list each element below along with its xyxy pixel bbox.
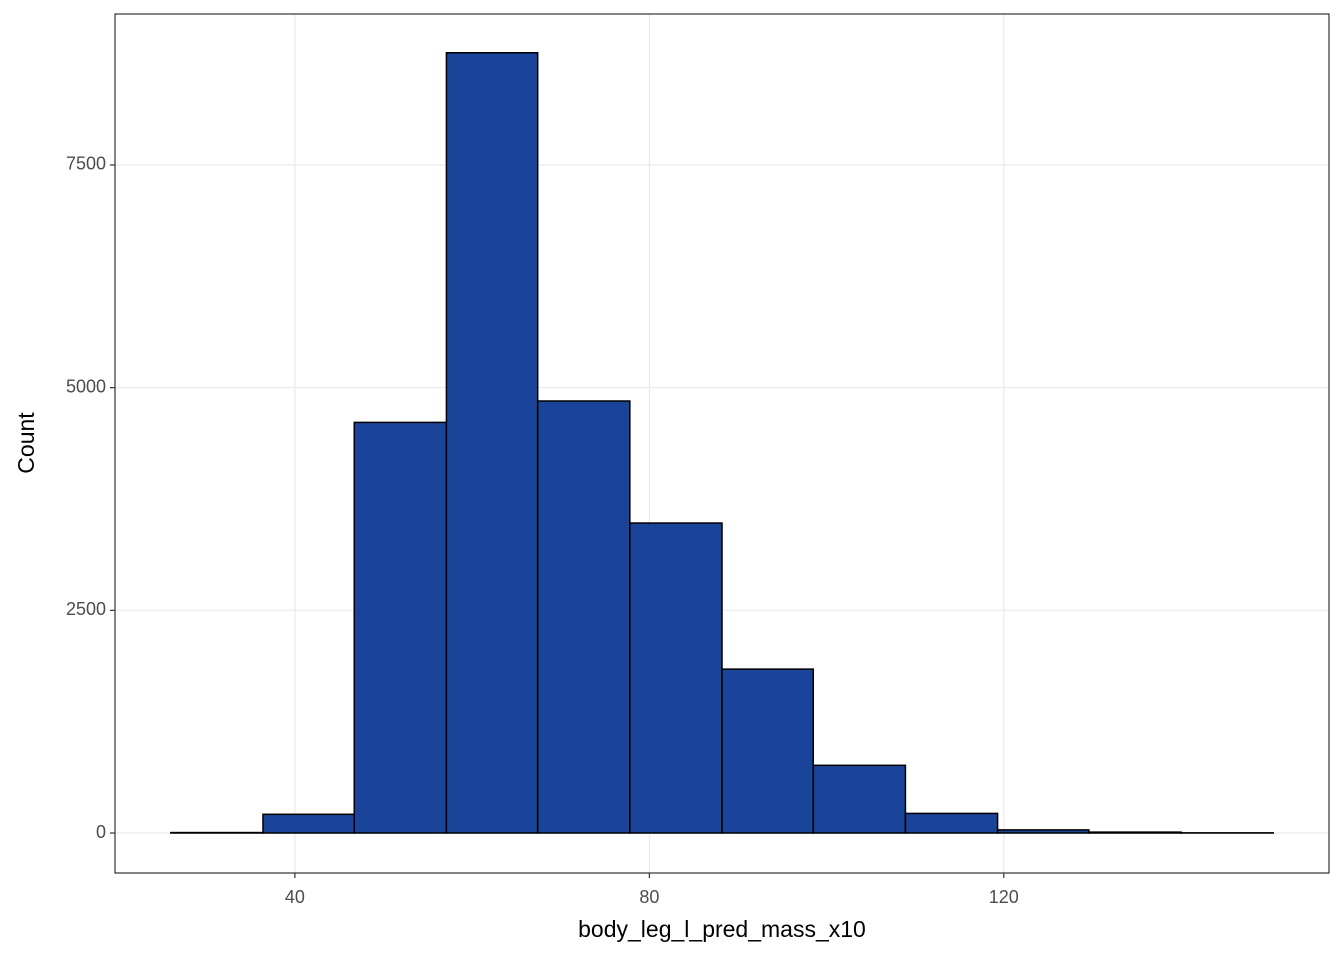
y-tick-label: 2500 bbox=[66, 599, 106, 619]
y-tick-label: 0 bbox=[96, 822, 106, 842]
x-axis-title: body_leg_l_pred_mass_x10 bbox=[578, 916, 866, 942]
plot-border bbox=[114, 13, 1330, 874]
bar bbox=[262, 813, 356, 834]
y-tick-label: 5000 bbox=[66, 376, 106, 396]
bar bbox=[353, 421, 448, 834]
bar bbox=[445, 51, 539, 834]
x-tick-label: 40 bbox=[285, 887, 305, 907]
y-tick-label: 7500 bbox=[66, 154, 106, 174]
bar bbox=[629, 522, 723, 834]
x-tick-label: 80 bbox=[639, 887, 659, 907]
bar bbox=[536, 400, 631, 834]
bar bbox=[996, 829, 1090, 834]
x-tick-label: 120 bbox=[989, 887, 1019, 907]
bar bbox=[812, 764, 907, 834]
bar bbox=[721, 668, 815, 834]
bar bbox=[1088, 831, 1182, 834]
bar bbox=[904, 812, 999, 834]
y-axis-title: Count bbox=[13, 412, 39, 474]
